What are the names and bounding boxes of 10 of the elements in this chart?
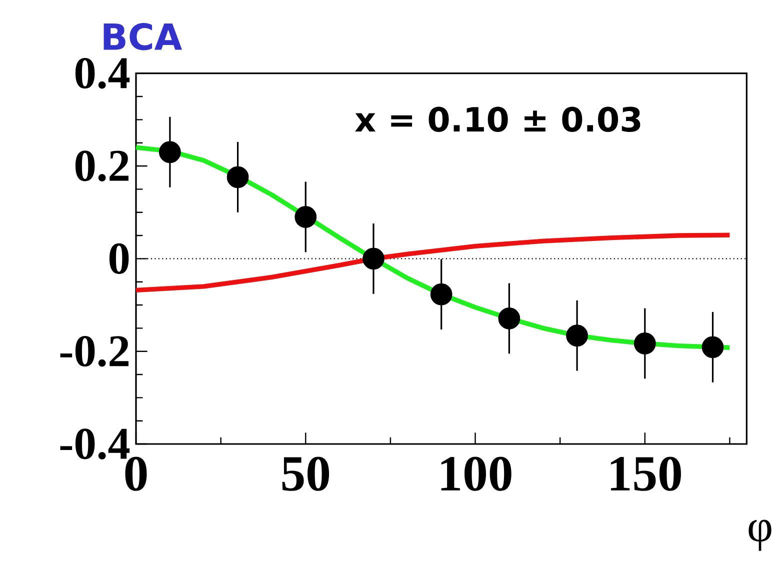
x-tick-label: 50 bbox=[282, 456, 330, 491]
x-tick-label: 150 bbox=[610, 456, 681, 491]
y-tick-label: 0.2 bbox=[75, 150, 128, 182]
y-tick-label: 0 bbox=[109, 243, 129, 274]
y-tick-label: 0.4 bbox=[75, 58, 130, 89]
x-axis-title: φ bbox=[748, 520, 772, 551]
x-tick-label: 100 bbox=[441, 456, 512, 491]
annotation: x = 0.10 ± 0.03 bbox=[355, 106, 640, 132]
chart-title: BCA bbox=[104, 23, 182, 50]
y-tick-label: -0.2 bbox=[60, 336, 128, 367]
